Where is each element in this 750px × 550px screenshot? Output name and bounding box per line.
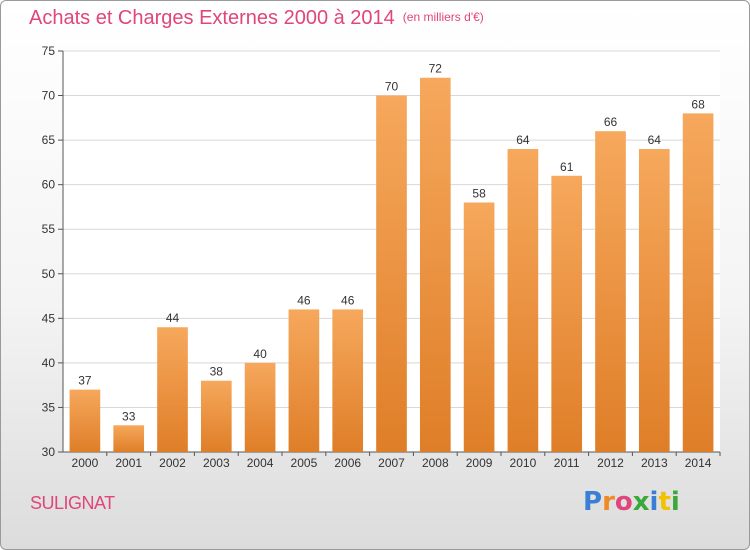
bar-value-label: 46 (341, 293, 355, 307)
bar-value-label: 58 (472, 186, 486, 200)
x-tick-label: 2013 (641, 456, 668, 470)
x-tick-label: 2011 (554, 456, 580, 470)
bar-value-label: 46 (297, 293, 311, 307)
bar-value-label: 61 (560, 160, 574, 174)
bar (507, 149, 539, 452)
logo-letter: t (658, 487, 671, 517)
x-tick-label: 2007 (378, 456, 405, 470)
logo-letter: x (632, 487, 650, 517)
chart-title: Achats et Charges Externes 2000 à 2014 (e… (29, 7, 484, 30)
bar (376, 95, 407, 453)
x-tick-label: 2012 (597, 456, 624, 470)
logo-letter: i (670, 487, 680, 517)
bar-value-label: 40 (253, 347, 267, 361)
x-tick-label: 2000 (72, 456, 99, 470)
x-tick-label: 2014 (685, 456, 712, 470)
logo-letter: o (614, 487, 633, 517)
bar (200, 380, 232, 452)
bar (332, 309, 364, 452)
bar (463, 202, 495, 452)
bar (288, 309, 320, 452)
bar (682, 113, 714, 452)
y-tick-label: 45 (42, 311, 56, 325)
bar-value-label: 64 (516, 133, 530, 147)
bar (551, 175, 583, 452)
bar-value-label: 38 (210, 365, 224, 379)
bar (69, 389, 101, 452)
y-tick-label: 60 (42, 178, 56, 192)
logo-letter: r (602, 487, 615, 517)
bar (113, 425, 145, 452)
logo-letter: P (583, 487, 603, 517)
proxiti-logo: Proxiti (583, 487, 680, 517)
bar-value-label: 72 (429, 62, 443, 76)
bar-value-label: 33 (122, 409, 136, 423)
x-tick-label: 2005 (291, 456, 318, 470)
bar (595, 131, 626, 452)
bar-value-label: 70 (385, 80, 399, 94)
bar-value-label: 66 (604, 115, 618, 129)
x-tick-label: 2004 (247, 456, 274, 470)
x-tick-label: 2001 (115, 456, 142, 470)
x-tick-label: 2008 (422, 456, 449, 470)
logo-letter: i (649, 487, 659, 517)
y-tick-label: 35 (42, 400, 56, 414)
bar-value-label: 44 (166, 311, 180, 325)
bar (638, 149, 670, 452)
bar-value-label: 68 (691, 97, 705, 111)
bar (244, 362, 276, 452)
x-tick-label: 2010 (510, 456, 537, 470)
bar (419, 77, 451, 452)
y-tick-label: 55 (42, 222, 56, 236)
y-tick-label: 50 (42, 267, 56, 281)
x-tick-label: 2003 (203, 456, 230, 470)
bar-value-label: 64 (648, 133, 662, 147)
y-tick-label: 40 (42, 356, 56, 370)
y-tick-label: 30 (42, 445, 56, 459)
y-tick-label: 75 (42, 44, 56, 58)
bar (157, 327, 188, 452)
x-tick-label: 2006 (334, 456, 361, 470)
y-tick-label: 70 (42, 89, 56, 103)
bar-value-label: 37 (78, 374, 92, 388)
x-tick-label: 2002 (159, 456, 186, 470)
x-tick-label: 2009 (466, 456, 493, 470)
y-tick-label: 65 (42, 133, 56, 147)
chart-subtitle: (en milliers d'€) (402, 10, 484, 24)
commune-name: SULIGNAT (30, 493, 115, 513)
chart-title-text: Achats et Charges Externes 2000 à 2014 (29, 7, 395, 29)
